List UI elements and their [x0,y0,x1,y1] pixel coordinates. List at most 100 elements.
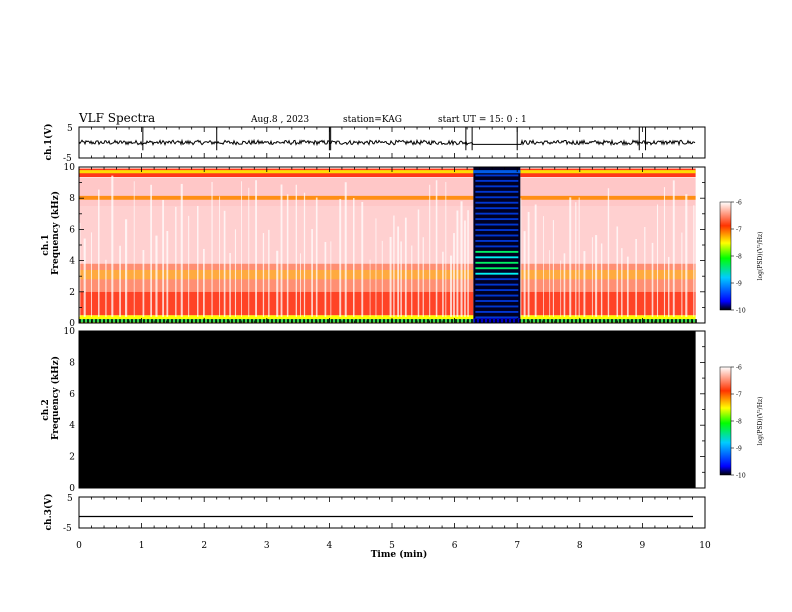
spectrogram-streak [286,194,289,317]
ch2-spectrogram-xticks [78,331,706,488]
spectrogram-marker [619,319,621,323]
spectrogram-marker [287,319,289,323]
ch1-waveform-panel: 5 -5 ch.1(V) [43,124,706,164]
spectrogram-marker [439,319,441,323]
spectrogram-streak [150,184,152,317]
spectrogram-marker [603,319,605,323]
spectrogram-marker [515,319,517,323]
colorbar-tick-label: -9 [736,281,742,288]
spectrogram-streak [442,251,444,317]
spectrogram-marker [283,319,285,323]
spectrogram-marker [387,319,389,323]
spectrogram-streak [595,235,598,317]
ch2-spectrogram-panel: 0 2 4 6 8 10 ch.2 Frequency (kHz) [41,327,706,494]
spectrogram-band [475,185,519,188]
ch1-colorbar-gradient [719,201,732,311]
spectrogram-marker [519,319,521,323]
spectrogram-marker [183,319,185,323]
colorbar-tick-label: -6 [736,200,742,207]
colorbar-tick-label: -8 [736,254,742,261]
spectrogram-streak [583,251,586,317]
spectrogram-band [475,305,519,308]
spectrogram-marker [307,319,309,323]
spectrogram-streak [621,248,623,317]
spectrogram-band [475,278,519,281]
spectrogram-streak [400,241,402,317]
spectrogram-marker [403,319,405,323]
spectrogram-marker [607,319,609,323]
ch3-waveform-ylabel: ch.3(V) [43,494,54,531]
spectrogram-band [475,212,519,215]
spectrogram-band [473,167,521,323]
spectrogram-marker [547,319,549,323]
spectrogram-streak [352,198,355,317]
spectrogram-streak [667,256,670,317]
ch2-colorbar-gradient [719,366,732,476]
spectrogram-marker [459,319,461,323]
spectrogram-marker [139,319,141,323]
spectrogram-marker [583,319,585,323]
spectrogram-streak [429,184,431,317]
spectrogram-marker [455,319,457,323]
spectrogram-marker [211,319,213,323]
y-tick-label: 8 [69,194,75,204]
spectrogram-marker [383,319,385,323]
spectrogram-streak [229,252,231,317]
ch1-waveform-ytick-bottom: -5 [63,154,72,164]
spectrogram-band [475,229,519,231]
ch1-spectrogram-ylabel-channel: ch.1 [41,234,51,255]
spectrogram-streak [295,184,297,317]
ch2-spectrogram-ylabel-freq: Frequency (kHz) [50,356,61,440]
spectrogram-streak [262,233,265,317]
spectrogram-streak [435,180,438,317]
x-tick-label: 0 [76,541,82,551]
spectrogram-marker [359,319,361,323]
spectrogram-streak [607,188,610,317]
spectrogram-marker [571,319,573,323]
spectrogram-streak [534,204,537,317]
spectrogram-marker [163,319,165,323]
colorbar-tick-label: -7 [736,392,742,399]
spectrogram-marker [447,319,449,323]
colorbar-tick-label: -7 [736,227,742,234]
spectrogram-streak [166,230,169,317]
spectrogram-streak [393,215,395,317]
spectrogram-marker [195,319,197,323]
spectrogram-marker [647,319,649,323]
spectrogram-marker [567,319,569,323]
spectrogram-band [475,289,519,292]
spectrogram-streak [575,202,577,317]
spectrogram-band [475,294,519,297]
spectrogram-marker [451,319,453,323]
spectrogram-streak [268,229,270,317]
spectrogram-marker [531,319,533,323]
spectrogram-marker [363,319,365,323]
spectrogram-band [475,256,519,259]
spectrogram-marker [355,319,357,323]
header-date: Aug.8 , 2023 [250,115,309,125]
ch1-spectrogram-yticks: 0 2 4 6 8 10 [64,163,705,329]
x-tick-label: 8 [577,541,583,551]
spectrogram-marker [299,319,301,323]
spectrogram-marker [371,319,373,323]
spectrogram-streak [276,250,279,317]
spectrogram-streak [241,181,243,317]
spectrogram-streak [180,183,183,317]
spectrogram-marker [179,319,181,323]
spectrogram-marker [495,319,497,323]
y-tick-label: 0 [69,484,75,494]
ch3-waveform-frame [78,496,706,529]
spectrogram-marker [255,319,257,323]
spectrogram-streak [672,180,675,317]
x-tick-label: 5 [389,541,395,551]
spectrogram-marker [575,319,577,323]
spectrogram-streak [663,187,666,317]
spectrogram-marker [247,319,249,323]
spectrogram-streak [330,241,332,317]
colorbar-tick-label: -10 [736,308,746,315]
spectrogram-streak [600,243,603,317]
spectrogram-marker [187,319,189,323]
spectrogram-band [475,245,519,248]
spectrogram-band [475,240,519,242]
spectrogram-marker [99,319,101,323]
